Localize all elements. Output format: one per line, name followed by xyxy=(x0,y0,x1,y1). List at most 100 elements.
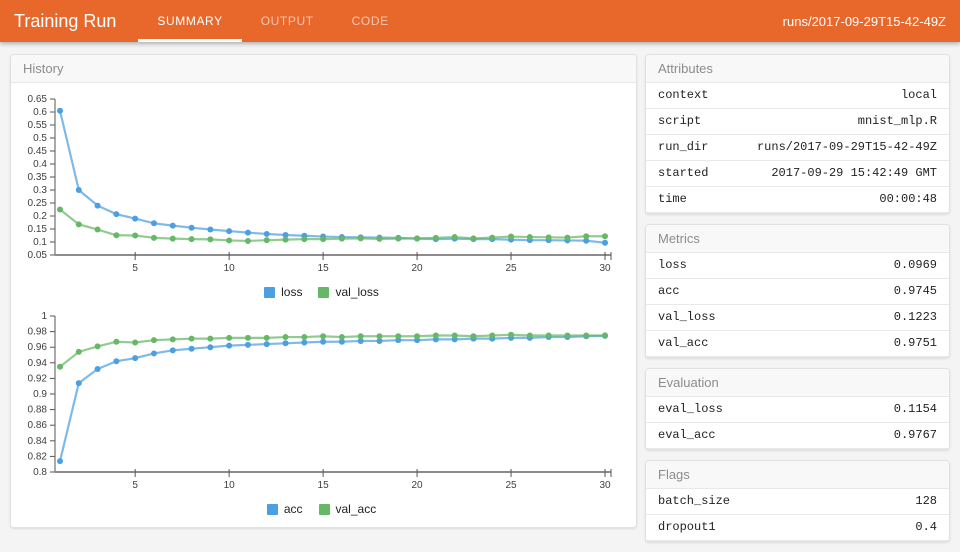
row-key: val_loss xyxy=(658,310,716,324)
svg-text:5: 5 xyxy=(132,263,138,274)
svg-text:0.6: 0.6 xyxy=(33,107,47,118)
run-directory-label: runs/2017-09-29T15-42-49Z xyxy=(782,13,946,29)
legend-label: val_loss xyxy=(335,285,379,299)
legend-item-acc[interactable]: acc xyxy=(266,502,303,516)
svg-text:0.92: 0.92 xyxy=(28,373,48,384)
svg-text:1: 1 xyxy=(41,311,47,322)
svg-text:20: 20 xyxy=(412,480,424,491)
row-key: script xyxy=(658,114,702,128)
row-key: time xyxy=(658,192,687,206)
evaluation-row-eval_loss: eval_loss 0.1154 xyxy=(646,397,949,423)
svg-text:0.82: 0.82 xyxy=(28,451,48,462)
attributes-panel: Attributes context local script mnist_mlp.R r… xyxy=(645,54,950,214)
svg-text:0.55: 0.55 xyxy=(28,120,48,131)
attributes-row-script: script mnist_mlp.R xyxy=(646,109,949,135)
app-bar: Training Run SUMMARY OUTPUT CODE runs/2017… xyxy=(0,0,960,42)
svg-text:10: 10 xyxy=(224,480,236,491)
accuracy-chart: 0.80.820.840.860.880.90.920.940.960.9815… xyxy=(28,311,612,491)
row-value: 0.9767 xyxy=(893,428,937,442)
svg-text:0.86: 0.86 xyxy=(28,420,48,431)
acc-swatch-icon xyxy=(266,503,278,515)
tab-output[interactable]: OUTPUT xyxy=(260,14,314,28)
val_loss-swatch-icon xyxy=(318,286,330,298)
history-charts: 0.05 0.1 0.15 0.2 0.25 0.3 0.35 0.4 0.45 0.5 0.55 0… xyxy=(11,83,636,527)
metrics-panel-title: Metrics xyxy=(646,225,949,253)
row-value: 2017-09-29 15:42:49 GMT xyxy=(771,166,937,180)
svg-text:30: 30 xyxy=(599,263,611,274)
tab-code[interactable]: CODE xyxy=(351,14,389,28)
legend-label: acc xyxy=(283,502,303,516)
svg-text:0.15: 0.15 xyxy=(28,224,48,235)
legend-item-loss[interactable]: loss xyxy=(264,285,302,299)
val_loss-line xyxy=(59,208,605,243)
row-value: local xyxy=(900,88,937,102)
row-value: mnist_mlp.R xyxy=(857,114,937,128)
metrics-row-val_loss: val_loss 0.1223 xyxy=(646,305,949,331)
flags-panel: Flags batch_size 128 dropout1 0.4 xyxy=(645,460,950,542)
svg-text:0.25: 0.25 xyxy=(28,198,48,209)
row-value: 0.0969 xyxy=(893,258,937,272)
legend-item-val_loss[interactable]: val_loss xyxy=(318,285,379,299)
svg-text:20: 20 xyxy=(412,263,424,274)
svg-text:0.5: 0.5 xyxy=(33,133,47,144)
row-key: loss xyxy=(658,258,687,272)
metrics-panel: Metrics loss 0.0969 acc 0.9745 val_loss 0.1223… xyxy=(645,224,950,358)
row-key: run_dir xyxy=(658,140,709,154)
row-key: context xyxy=(658,88,709,102)
legend-label: val_acc xyxy=(335,502,377,516)
attributes-row-started: started 2017-09-29 15:42:49 GMT xyxy=(646,161,949,187)
attributes-row-context: context local xyxy=(646,83,949,109)
svg-text:0.9: 0.9 xyxy=(33,389,47,400)
main-content: History 0.05 0.1 0.15 0.2 0.25 0.3 0.35 0.4 0.45… xyxy=(0,42,960,552)
metrics-rows: loss 0.0969 acc 0.9745 val_loss 0.1223 val_acc… xyxy=(646,253,949,357)
row-key: eval_loss xyxy=(658,402,723,416)
metrics-row-acc: acc 0.9745 xyxy=(646,279,949,305)
evaluation-panel-title: Evaluation xyxy=(646,369,949,397)
evaluation-panel: Evaluation eval_loss 0.1154 eval_acc 0.9767 xyxy=(645,368,950,450)
svg-text:0.8: 0.8 xyxy=(33,467,47,478)
loss-swatch-icon xyxy=(264,286,276,298)
svg-text:0.88: 0.88 xyxy=(28,405,48,416)
evaluation-row-eval_acc: eval_acc 0.9767 xyxy=(646,423,949,449)
svg-text:0.65: 0.65 xyxy=(28,94,48,105)
svg-text:15: 15 xyxy=(318,263,330,274)
history-panel: History 0.05 0.1 0.15 0.2 0.25 0.3 0.35 0.4 0.45… xyxy=(10,54,637,528)
val_acc-line xyxy=(59,333,606,368)
svg-text:0.2: 0.2 xyxy=(33,211,47,222)
accuracy-chart-block: 0.8 0.82 0.84 0.86 0.88 0.9 0.92 0.94 0.96 0.98 1 5… xyxy=(17,308,626,519)
evaluation-rows: eval_loss 0.1154 eval_acc 0.9767 xyxy=(646,397,949,449)
svg-text:10: 10 xyxy=(224,263,236,274)
svg-text:0.94: 0.94 xyxy=(28,358,48,369)
svg-text:30: 30 xyxy=(599,480,611,491)
legend-item-val_acc[interactable]: val_acc xyxy=(318,502,377,516)
row-value: 00:00:48 xyxy=(879,192,937,206)
metrics-row-loss: loss 0.0969 xyxy=(646,253,949,279)
tab-summary[interactable]: SUMMARY xyxy=(138,0,242,42)
app-title: Training Run xyxy=(14,10,117,31)
row-key: dropout1 xyxy=(658,520,716,534)
history-column: History 0.05 0.1 0.15 0.2 0.25 0.3 0.35 0.4 0.45… xyxy=(10,54,637,552)
row-value: 0.4 xyxy=(915,520,937,534)
row-key: started xyxy=(658,166,709,180)
tab-bar: SUMMARY OUTPUT CODE xyxy=(138,0,407,42)
svg-text:0.98: 0.98 xyxy=(28,327,48,338)
svg-text:0.3: 0.3 xyxy=(33,185,47,196)
loss-chart-block: 0.05 0.1 0.15 0.2 0.25 0.3 0.35 0.4 0.45 0.5 0.55 0… xyxy=(17,91,626,302)
row-key: eval_acc xyxy=(658,428,716,442)
loss-line xyxy=(58,110,606,244)
row-value: 0.9751 xyxy=(893,336,937,350)
svg-text:15: 15 xyxy=(318,480,330,491)
row-key: val_acc xyxy=(658,336,709,350)
legend-label: loss xyxy=(281,285,303,299)
svg-text:0.84: 0.84 xyxy=(28,436,48,447)
flags-row-dropout1: dropout1 0.4 xyxy=(646,515,949,541)
val_acc-swatch-icon xyxy=(318,503,330,515)
row-value: runs/2017-09-29T15-42-49Z xyxy=(756,140,937,154)
svg-text:0.35: 0.35 xyxy=(28,172,48,183)
svg-text:0.05: 0.05 xyxy=(28,250,48,261)
svg-text:0.4: 0.4 xyxy=(33,159,47,170)
summary-column: Attributes context local script mnist_mlp.R r… xyxy=(645,54,950,552)
svg-text:25: 25 xyxy=(505,263,517,274)
flags-row-batch_size: batch_size 128 xyxy=(646,489,949,515)
acc-line xyxy=(58,334,606,462)
